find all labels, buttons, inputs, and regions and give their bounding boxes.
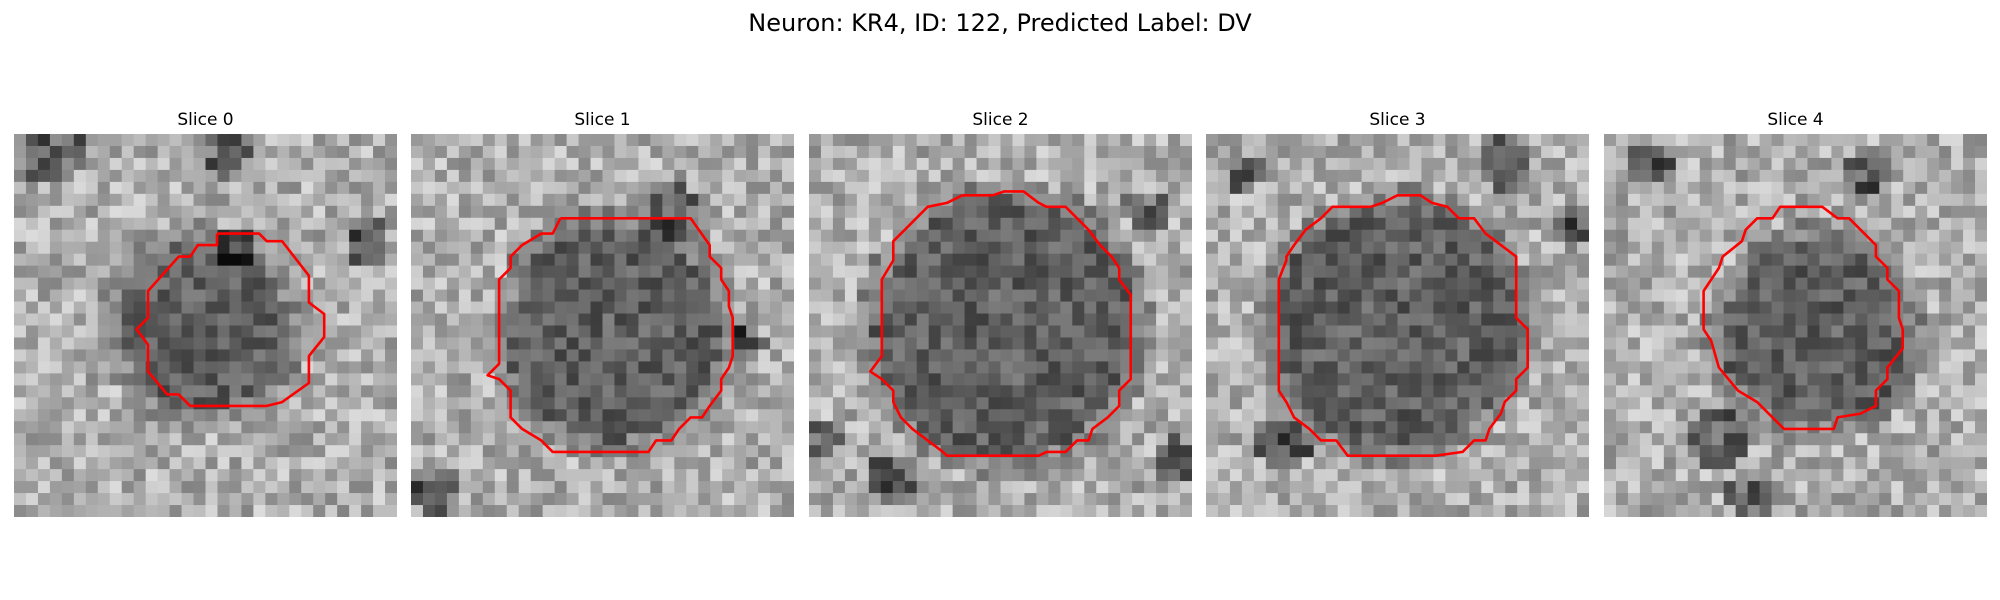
- slice-image: [1206, 134, 1589, 517]
- slice-image: [809, 134, 1192, 517]
- slice-image: [1604, 134, 1987, 517]
- slice-title: Slice 2: [972, 110, 1029, 130]
- segmentation-contour: [135, 232, 326, 408]
- segmentation-contour: [868, 190, 1133, 458]
- slice-title: Slice 0: [177, 110, 234, 130]
- pixel-grid: [14, 134, 397, 517]
- slice-panel: Slice 1: [411, 108, 794, 517]
- pixel-grid: [411, 134, 794, 517]
- figure-title: Neuron: KR4, ID: 122, Predicted Label: D…: [748, 9, 1252, 37]
- slice-panel: Slice 2: [809, 108, 1192, 517]
- slice-panel: Slice 3: [1206, 108, 1589, 517]
- pixel-grid: [1206, 134, 1589, 517]
- slice-panel: Slice 4: [1604, 108, 1987, 517]
- slice-title: Slice 1: [574, 110, 631, 130]
- segmentation-contour: [1702, 205, 1905, 431]
- slice-title: Slice 4: [1767, 110, 1824, 130]
- pixel-grid: [809, 134, 1192, 517]
- slice-title: Slice 3: [1369, 110, 1426, 130]
- pixel-grid: [1604, 134, 1987, 517]
- slice-image: [411, 134, 794, 517]
- slice-image: [14, 134, 397, 517]
- segmentation-contour: [486, 217, 735, 454]
- slice-panel: Slice 0: [14, 108, 397, 517]
- segmentation-contour: [1277, 193, 1530, 458]
